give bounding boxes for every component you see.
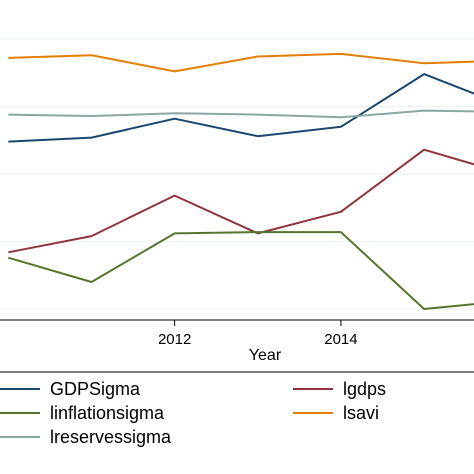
legend-label-lsavi: lsavi	[343, 403, 379, 423]
series-lines	[8, 52, 474, 310]
legend-label-lgdps: lgdps	[343, 379, 386, 399]
series-line-lsavi	[8, 52, 474, 73]
gridlines	[0, 38, 474, 310]
series-line-gdpsigma	[8, 73, 474, 143]
plot-background	[0, 0, 474, 320]
series-line-lgdps	[8, 148, 474, 254]
series-line-linflationsigma	[8, 231, 474, 310]
legend-label-lreservessigma: lreservessigma	[50, 427, 172, 447]
legend-box	[0, 371, 474, 474]
x-axis-title: Year	[249, 347, 282, 364]
x-tick-label-2014: 2014	[324, 331, 357, 348]
x-ticks: 2012 2014	[158, 320, 358, 348]
x-tick-label-2012: 2012	[158, 331, 191, 348]
legend: GDPSigma lgdps linflationsigma lsavi lreserv…	[0, 379, 386, 447]
legend-label-gdpsigma: GDPSigma	[50, 379, 141, 399]
series-line-lreservessigma	[8, 109, 474, 119]
legend-label-linflationsigma: linflationsigma	[50, 403, 165, 423]
